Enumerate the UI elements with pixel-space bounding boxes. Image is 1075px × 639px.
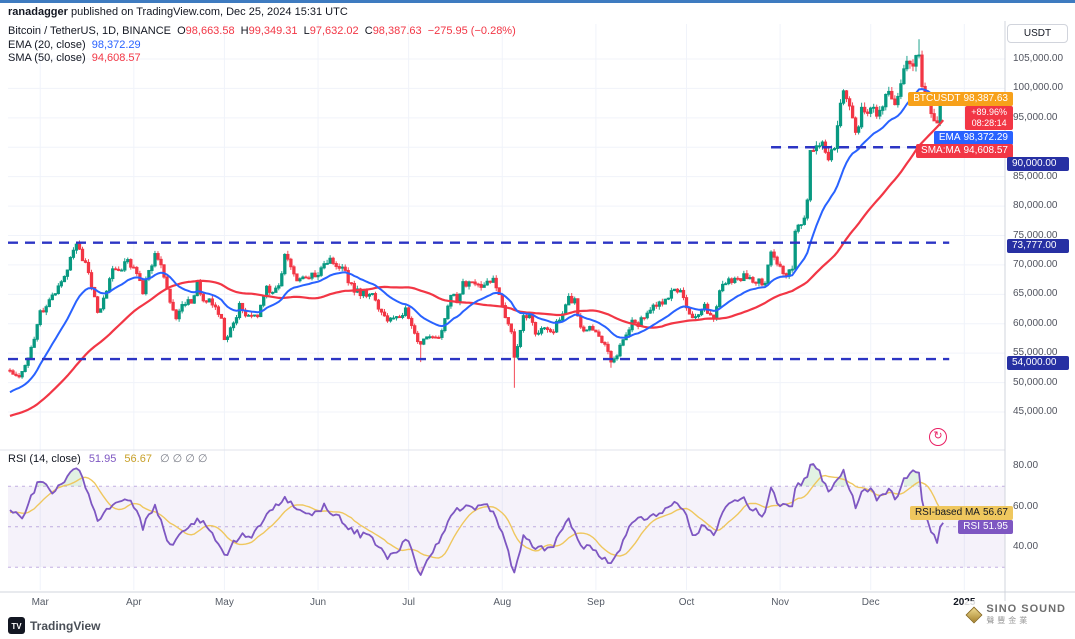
rsi-empty-params: ∅ ∅ ∅ ∅ bbox=[160, 453, 208, 465]
change-value: −275.95 (−0.28%) bbox=[427, 25, 516, 37]
symbol-badge-label: BTCUSDT bbox=[913, 93, 961, 104]
refresh-icon[interactable]: ↻ bbox=[929, 428, 947, 446]
close-label: C bbox=[364, 25, 373, 37]
level-90000-badge: 90,000.00 bbox=[1007, 157, 1069, 171]
diamond-icon bbox=[965, 606, 983, 623]
sinosound-watermark: SINO SOUND 聲豐金業 bbox=[964, 601, 1070, 628]
rsi-ma-badge: RSI-based MA 56.67 bbox=[909, 506, 1013, 520]
symbol-price-badge: BTCUSDT 98,387.63 bbox=[908, 92, 1013, 106]
ema-legend-row[interactable]: EMA (20, close) 98,372.29 bbox=[8, 39, 519, 53]
change-countdown-badge: +89.96% 08:28:14 bbox=[965, 106, 1013, 130]
low-label: L bbox=[303, 25, 310, 37]
publish-info-bar: ranadagger published on TradingView.com,… bbox=[0, 0, 1075, 21]
tradingview-wordmark: TradingView bbox=[30, 618, 101, 633]
rsi-badge-label: RSI bbox=[963, 521, 980, 532]
low-value: 97,632.02 bbox=[309, 25, 359, 37]
currency-toggle-button[interactable]: USDT bbox=[1007, 24, 1068, 43]
level-54000-badge: 54,000.00 bbox=[1007, 356, 1069, 370]
time-axis[interactable] bbox=[0, 592, 1005, 614]
svg-text:TV: TV bbox=[11, 622, 22, 631]
ema-value: 98,372.29 bbox=[91, 38, 141, 51]
symbol-badge-value: 98,387.63 bbox=[963, 93, 1009, 104]
rsi-ma-value: 56.67 bbox=[124, 453, 152, 465]
sma-value: 94,608.57 bbox=[91, 52, 141, 64]
close-value: 98,387.63 bbox=[372, 25, 422, 37]
watermark-title: SINO SOUND bbox=[986, 603, 1066, 615]
symbol-title[interactable]: Bitcoin / TetherUS, 1D, BINANCE bbox=[8, 25, 172, 37]
sma-badge-label: SMA:MA bbox=[921, 145, 961, 156]
rsi-legend-row[interactable]: RSI (14, close) 51.95 56.67 ∅ ∅ ∅ ∅ bbox=[8, 452, 213, 465]
rsi-ma-badge-label: RSI-based MA bbox=[914, 507, 980, 518]
open-label: O bbox=[177, 25, 186, 37]
rsi-value-badge: RSI 51.95 bbox=[958, 520, 1013, 534]
rsi-ma-badge-value: 56.67 bbox=[982, 507, 1008, 518]
ema-badge-value: 98,372.29 bbox=[963, 132, 1009, 143]
price-axis[interactable] bbox=[1005, 20, 1075, 592]
high-value: 99,349.31 bbox=[248, 25, 298, 37]
ytd-change-pct: +89.96% bbox=[971, 107, 1007, 117]
bar-countdown: 08:28:14 bbox=[971, 118, 1007, 128]
ema-badge-label: EMA bbox=[938, 132, 961, 143]
rsi-title: RSI (14, close) bbox=[8, 453, 81, 465]
tradingview-mark-icon: TV bbox=[8, 617, 25, 634]
open-value: 98,663.58 bbox=[185, 25, 235, 37]
rsi-badge-value: 51.95 bbox=[982, 521, 1008, 532]
high-label: H bbox=[240, 25, 249, 37]
publisher-username: ranadagger bbox=[8, 6, 68, 18]
rsi-value: 51.95 bbox=[88, 453, 117, 465]
sma-badge-value: 94,608.57 bbox=[963, 145, 1009, 156]
sma-legend-row[interactable]: SMA (50, close) 94,608.57 bbox=[8, 52, 519, 66]
publish-info-text: published on TradingView.com, Dec 25, 20… bbox=[67, 6, 348, 18]
level-73777-badge: 73,777.00 bbox=[1007, 239, 1069, 253]
watermark-subtitle: 聲豐金業 bbox=[986, 616, 1031, 625]
sma-price-badge: SMA:MA 94,608.57 bbox=[916, 144, 1013, 158]
symbol-legend-row[interactable]: Bitcoin / TetherUS, 1D, BINANCE O98,663.… bbox=[8, 25, 519, 39]
tradingview-logo[interactable]: TV TradingView bbox=[8, 617, 100, 634]
ema-price-badge: EMA 98,372.29 bbox=[933, 131, 1013, 145]
sma-label: SMA (50, close) bbox=[8, 52, 86, 64]
chart-legend: Bitcoin / TetherUS, 1D, BINANCE O98,663.… bbox=[8, 25, 519, 66]
ema-label: EMA (20, close) bbox=[8, 38, 86, 51]
